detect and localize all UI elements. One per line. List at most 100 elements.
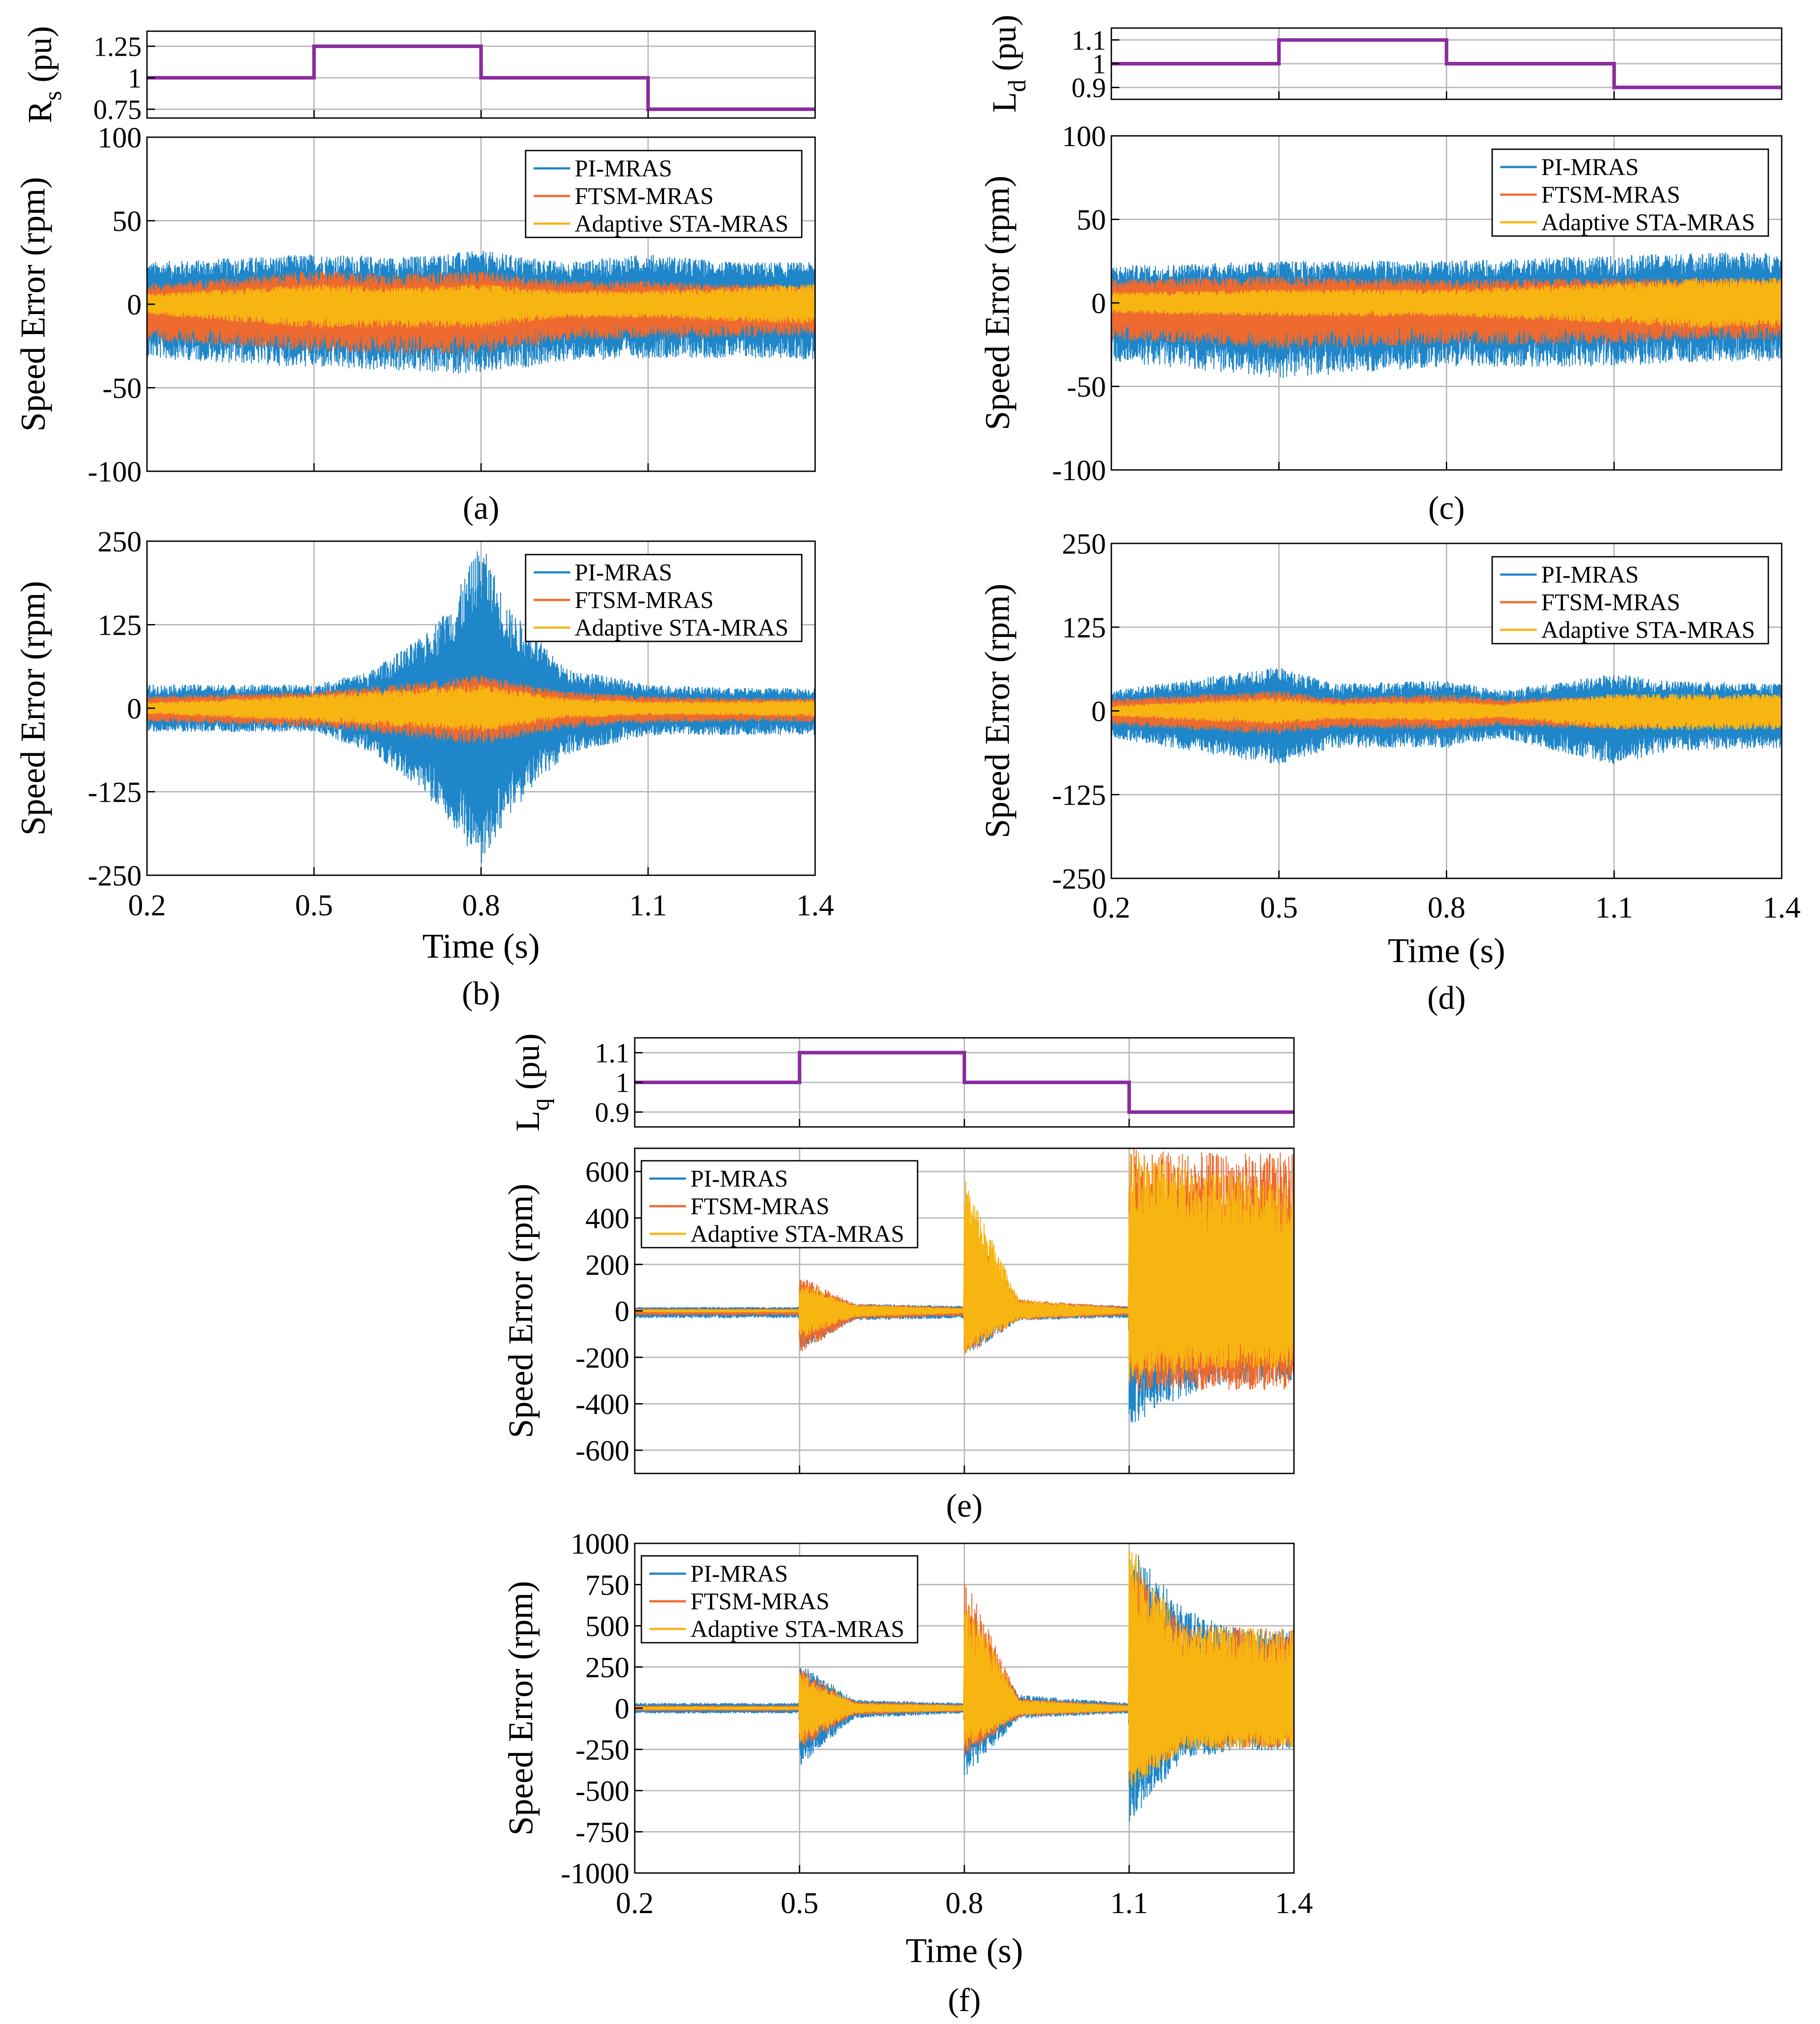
x-tick-label: 0.2 [1093, 890, 1130, 924]
legend-entry: PI-MRAS [575, 155, 672, 182]
series-adaptive-sta-mras [1111, 277, 1782, 328]
y-tick-label: 250 [585, 1652, 629, 1684]
y-tick-label: 0 [615, 1693, 629, 1725]
y-tick-label: 600 [585, 1156, 629, 1188]
x-tick-label: 0.5 [295, 888, 333, 922]
panel-caption: (f) [948, 1982, 981, 2019]
legend-entry: PI-MRAS [1541, 154, 1639, 180]
y-tick-label: -200 [575, 1342, 629, 1374]
y-tick-label: -100 [1052, 454, 1106, 487]
y-tick-label: -1000 [561, 1857, 629, 1890]
legend-entry: Adaptive STA-MRAS [1541, 616, 1755, 643]
y-tick-label: 125 [1062, 612, 1106, 644]
panel-caption: (c) [1428, 490, 1465, 526]
plot-area-e-param [635, 1051, 1294, 1114]
legend-box [1491, 556, 1769, 645]
panel-caption: (e) [946, 1488, 983, 1524]
y-tick-label: 100 [1062, 120, 1106, 153]
x-tick-label: 0.2 [128, 888, 166, 922]
x-axis-label: Time (s) [1388, 931, 1506, 970]
legend-entry: FTSM-MRAS [575, 183, 714, 209]
y-tick-label: 1.1 [595, 1038, 630, 1069]
x-tick-label: 1.4 [796, 888, 834, 922]
y-tick-label: 1.25 [94, 32, 142, 62]
y-tick-label: -125 [88, 776, 142, 809]
legend-entry: FTSM-MRAS [1541, 589, 1680, 616]
y-tick-label: 0 [1091, 695, 1106, 728]
y-tick-label: 0 [127, 289, 142, 321]
x-tick-label: 0.5 [1260, 890, 1298, 924]
legend-entry: PI-MRAS [690, 1560, 788, 1587]
x-axis-label: Time (s) [422, 926, 540, 965]
x-tick-label: 1.4 [1763, 890, 1801, 924]
series-adaptive-sta-mras [147, 685, 815, 732]
y-axis-label: Speed Error (rpm) [501, 1581, 540, 1836]
x-axis-label: Time (s) [906, 1931, 1023, 1970]
x-tick-label: 1.4 [1275, 1886, 1313, 1920]
y-axis-label: Speed Error (rpm) [978, 584, 1016, 838]
y-tick-label: 0.9 [595, 1098, 630, 1128]
y-tick-label: 50 [1077, 204, 1106, 237]
parameter-step-line [635, 1051, 1294, 1114]
y-tick-label: -50 [102, 372, 142, 405]
x-tick-label: 1.1 [629, 888, 667, 922]
y-tick-label: -250 [575, 1734, 629, 1767]
legend-entry: PI-MRAS [1541, 561, 1639, 588]
y-tick-label: -600 [575, 1435, 629, 1467]
plot-area-d [1111, 668, 1782, 764]
legend-box [525, 150, 803, 238]
y-tick-label: 500 [585, 1610, 629, 1643]
y-tick-label: -250 [88, 860, 142, 892]
plot-area-a [147, 250, 815, 374]
x-tick-label: 0.8 [1428, 890, 1465, 924]
legend-entry: Adaptive STA-MRAS [575, 614, 788, 641]
series-adaptive-sta-mras [635, 1152, 1294, 1381]
series-adaptive-sta-mras [147, 284, 815, 328]
x-tick-label: 1.1 [1110, 1886, 1148, 1920]
panel-caption: (a) [463, 490, 499, 526]
parameter-step-line [1111, 38, 1782, 90]
y-tick-label: 0.75 [94, 95, 142, 125]
legend-entry: FTSM-MRAS [690, 1193, 829, 1220]
y-tick-label: 1.1 [1072, 25, 1106, 56]
y-tick-label: -750 [575, 1816, 629, 1849]
chart-e-param: 1.110.9 Lq (pu) [509, 1033, 1295, 1131]
legend-box [525, 554, 803, 642]
x-tick-label: 0.8 [462, 888, 500, 922]
y-axis-label: Speed Error (rpm) [13, 581, 52, 836]
y-axis-label: Speed Error (rpm) [13, 177, 52, 432]
y-tick-label: 750 [585, 1569, 629, 1602]
y-tick-label: 0 [127, 693, 142, 725]
plot-area-f [635, 1550, 1294, 1822]
legend-entry: Adaptive STA-MRAS [1541, 209, 1755, 236]
legend-box [641, 1555, 918, 1644]
chart-e: 600 400 200 0 -200 -400 -600 Speed Error (rpm) (… [501, 1147, 1295, 1524]
legend-entry: Adaptive STA-MRAS [690, 1616, 904, 1642]
y-axis-label: Rs (pu) [21, 26, 67, 123]
legend-box [641, 1160, 918, 1249]
chart-a: 100 50 0 -50 -100 Speed Error (rpm) (a) PI-MRAS… [13, 122, 816, 526]
y-tick-label: 1 [616, 1068, 629, 1098]
legend-entry: Adaptive STA-MRAS [690, 1220, 904, 1247]
y-tick-label: 1000 [571, 1528, 629, 1560]
y-tick-label: -500 [575, 1775, 629, 1808]
legend-entry: Adaptive STA-MRAS [575, 210, 788, 237]
y-tick-label: 400 [585, 1203, 629, 1235]
y-tick-label: -125 [1052, 779, 1106, 812]
legend-entry: FTSM-MRAS [575, 587, 714, 613]
legend-entry: FTSM-MRAS [1541, 181, 1680, 208]
legend-entry: PI-MRAS [575, 559, 672, 586]
x-tick-label: 0.5 [781, 1886, 819, 1920]
parameter-step-line [147, 44, 815, 111]
y-tick-label: 125 [98, 609, 142, 642]
chart-c-param: 1.110.9 Ld (pu) [986, 15, 1783, 113]
